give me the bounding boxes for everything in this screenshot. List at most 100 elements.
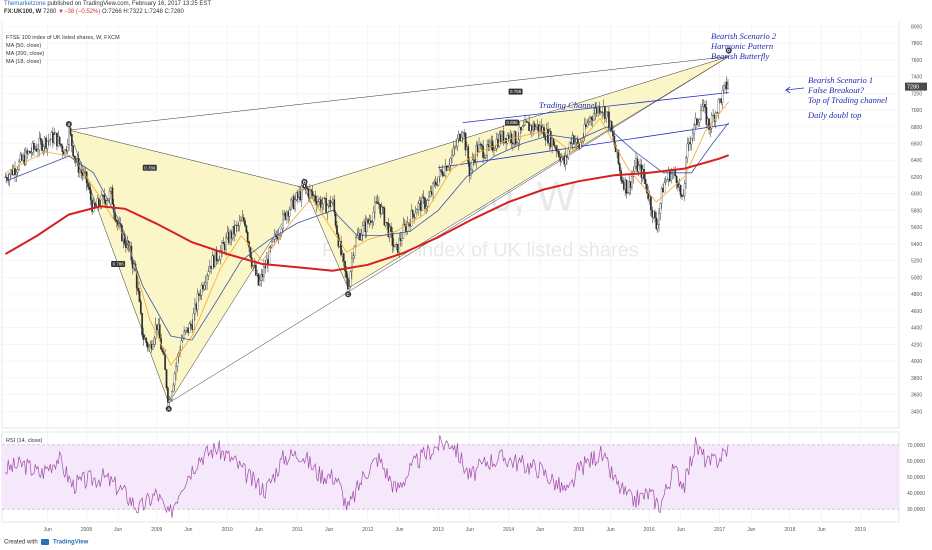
candle-body — [210, 265, 213, 269]
candle-body — [169, 399, 172, 401]
rsi-band — [2, 444, 899, 510]
candle-body — [108, 190, 111, 199]
candle-body — [406, 222, 409, 232]
candle-body — [391, 231, 394, 246]
candle-body — [528, 122, 530, 132]
legend-title: FTSE 100 index of UK listed shares, W, F… — [6, 35, 120, 41]
annotation-scenario2-line: Harmonic Pattern — [710, 41, 773, 51]
candle-body — [415, 209, 418, 214]
candle-body — [253, 265, 256, 266]
candle-body — [226, 232, 229, 238]
ma200-line — [4, 154, 730, 272]
channel-upper — [462, 92, 729, 123]
annotation-scenario2-line: Bearish Butterfly — [711, 51, 770, 61]
pattern-point-a: A — [165, 405, 172, 412]
candle-body — [165, 369, 168, 389]
candle-body — [727, 84, 729, 89]
x-tick-label: Jun — [255, 527, 263, 533]
high-value: 7322 — [129, 9, 143, 15]
ratio-label-bg — [508, 88, 523, 95]
candle-body — [516, 142, 518, 145]
candle-body — [579, 142, 582, 149]
candle-body — [219, 250, 222, 260]
candle-body — [321, 203, 323, 208]
candle-body — [139, 301, 142, 314]
candle-body — [20, 154, 23, 161]
candle-body — [146, 342, 149, 348]
candle-body — [452, 147, 455, 156]
candle-body — [215, 250, 218, 261]
candle-body — [46, 141, 49, 149]
candle-body — [56, 132, 58, 147]
candle-body — [43, 137, 46, 147]
candle-body — [633, 166, 636, 172]
candle-body — [383, 207, 386, 226]
candle-body — [351, 258, 353, 272]
candle-body — [456, 138, 459, 147]
candle-body — [586, 122, 589, 127]
candle-body — [674, 170, 677, 177]
candle-body — [236, 224, 238, 226]
y-tick-label: 5400 — [911, 242, 922, 248]
candle-body — [472, 159, 475, 161]
candle-body — [332, 199, 334, 204]
candle-body — [486, 144, 489, 156]
candle-body — [57, 136, 60, 147]
candle-body — [14, 168, 16, 175]
candle-body — [480, 144, 483, 147]
x-tick-label: Jun — [395, 527, 403, 533]
ratio-label-bg — [505, 119, 520, 126]
pattern-point-marker — [301, 178, 308, 185]
pattern-point-x: X — [65, 121, 72, 128]
candle-body — [218, 259, 221, 261]
candle-body — [34, 148, 37, 150]
candle-body — [70, 134, 73, 146]
candle-body — [493, 149, 495, 151]
y-tick-label: 7000 — [911, 108, 922, 114]
candle-body — [284, 212, 287, 220]
candle-body — [710, 115, 713, 129]
candle-body — [484, 155, 487, 158]
candle-body — [575, 138, 578, 143]
candle-body — [518, 127, 521, 140]
candle-body — [184, 330, 187, 332]
high-label: H: — [123, 9, 130, 15]
candle-body — [161, 349, 164, 353]
candle-body — [681, 195, 683, 197]
candle-body — [568, 142, 571, 151]
candle-body — [31, 143, 34, 153]
candle-body — [98, 198, 100, 206]
x-tick-label: 2012 — [362, 527, 373, 533]
candle-body — [353, 246, 356, 256]
candle-body — [254, 265, 257, 276]
candle-body — [517, 139, 520, 144]
candle-body — [483, 157, 486, 159]
candle-body — [84, 171, 87, 173]
pattern-xd — [68, 56, 729, 131]
candle-body — [238, 221, 241, 226]
candle-body — [279, 233, 282, 236]
symbol-label: FX:UK100, W — [4, 9, 42, 15]
candle-body — [261, 274, 264, 277]
candle-body — [96, 198, 99, 207]
candle-body — [198, 293, 200, 296]
candle-body — [656, 224, 659, 229]
candle-body — [203, 285, 206, 290]
candle-body — [374, 202, 376, 213]
candle-body — [207, 271, 210, 276]
candle-body — [560, 157, 563, 162]
candle-body — [520, 127, 522, 131]
candle-body — [644, 178, 647, 185]
candle-body — [602, 106, 605, 113]
candle-body — [15, 172, 18, 175]
tradingview-brand[interactable]: TradingView — [53, 539, 89, 546]
author-link[interactable]: Themarketzone — [4, 1, 46, 7]
candle-body — [283, 212, 286, 215]
last-price-tag-label: 7280 — [907, 85, 919, 91]
candle-body — [536, 124, 539, 128]
candle-body — [164, 354, 167, 370]
candle-body — [252, 265, 254, 267]
candle-body — [360, 234, 363, 241]
candle-body — [593, 113, 595, 121]
candle-body — [436, 184, 438, 186]
